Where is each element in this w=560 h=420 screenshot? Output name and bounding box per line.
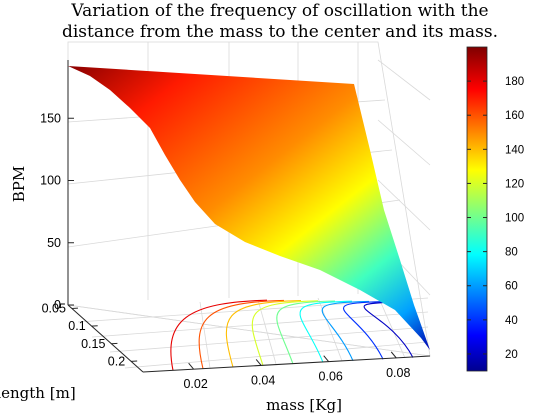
colorbar-tick-label: 40 — [505, 315, 518, 327]
contour-line — [170, 299, 268, 371]
contour-line — [299, 300, 353, 363]
wall-grid-line — [377, 59, 431, 101]
floor-grid-line — [199, 301, 211, 369]
contour-line — [321, 300, 370, 362]
contour-line — [363, 301, 414, 358]
chart-title: Variation of the frequency of oscillatio… — [62, 1, 498, 42]
x-tick-mark — [390, 351, 397, 359]
y-tick-label: 0.05 — [42, 302, 66, 316]
floor-grid-line — [67, 304, 431, 357]
contour-line — [251, 300, 319, 366]
y-axis-line — [67, 304, 144, 373]
y-tick-label: 0.2 — [108, 354, 125, 368]
colorbar: 20 40 60 80 100 120 140 160 180 — [466, 46, 524, 372]
x-tick-mark — [188, 362, 195, 370]
z-tick-label: 150 — [40, 111, 61, 125]
contour-line — [276, 300, 336, 365]
floor-grid-line — [257, 299, 277, 365]
floor-grid-line — [377, 295, 406, 359]
wall-grid-line — [377, 119, 431, 166]
y-axis-label: length [m] — [0, 384, 76, 402]
x-axis-label: mass [Kg] — [266, 396, 342, 414]
floor-grid-line — [91, 311, 429, 338]
z-tick-label: 100 — [40, 174, 61, 188]
floor-grid-line — [124, 341, 429, 369]
x-tick-label: 0.08 — [386, 366, 410, 380]
z-tick-label: 50 — [47, 236, 61, 250]
surface-plot — [68, 66, 430, 350]
colorbar-tick-label: 60 — [505, 281, 518, 293]
colorbar-tick-label: 100 — [505, 213, 524, 225]
x-tick-label: 0.06 — [319, 370, 343, 384]
contour-line — [343, 301, 387, 360]
floor-contours — [170, 299, 414, 371]
colorbar-tick-label: 80 — [505, 247, 518, 259]
y-tick-label: 0.1 — [68, 319, 85, 333]
axes-lines — [67, 60, 431, 373]
contour-line — [225, 300, 302, 368]
x-axis-line — [142, 355, 431, 373]
x-tick-mark — [255, 359, 262, 366]
x-axis-ticks: 0.02 0.04 0.06 0.08 — [183, 351, 410, 391]
z-axis-ticks: 0 50 100 150 — [40, 111, 74, 312]
z-axis-label: BPM — [10, 166, 28, 202]
wall-grid-line — [377, 179, 431, 231]
floor-grid-line — [317, 297, 343, 362]
contour-line — [198, 299, 285, 369]
z-tick-label: 0 — [54, 298, 61, 312]
x-tick-mark — [323, 355, 330, 362]
colorbar-tick-label: 160 — [505, 110, 524, 122]
y-tick-label: 0.15 — [81, 337, 105, 351]
surface-mesh — [68, 66, 430, 350]
colorbar-tick-label: 140 — [505, 144, 524, 156]
colorbar-gradient — [466, 46, 488, 372]
x-tick-label: 0.04 — [251, 373, 275, 387]
x-tick-label: 0.02 — [183, 377, 207, 391]
colorbar-tick-label: 20 — [505, 349, 518, 361]
colorbar-ticks: 20 40 60 80 100 120 140 160 180 — [467, 76, 524, 361]
colorbar-tick-label: 180 — [505, 76, 524, 88]
y-axis-ticks: 0.050.1 0.150.2 — [42, 302, 138, 368]
colorbar-tick-label: 120 — [505, 178, 524, 190]
title-line-1: Variation of the frequency of oscillatio… — [70, 1, 488, 21]
title-line-2: distance from the mass to the center and… — [62, 22, 498, 42]
